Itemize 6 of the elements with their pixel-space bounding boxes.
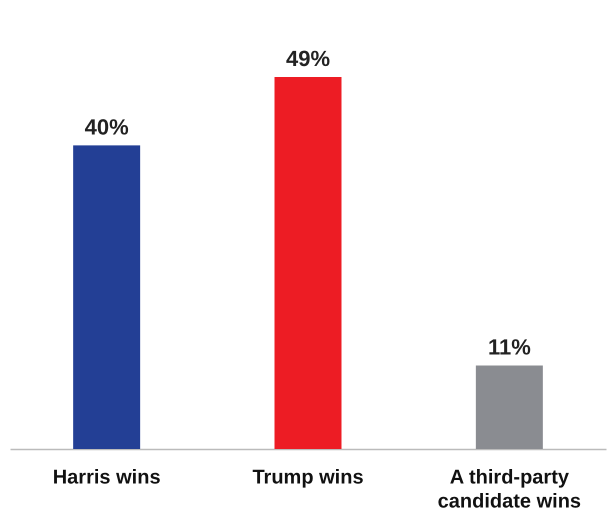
x-tick-label: Trump wins [252, 466, 364, 488]
x-tick-label: A third-party candidate wins [438, 466, 582, 511]
data-label: 11% [488, 334, 531, 360]
x-tick-label: Harris wins [52, 466, 161, 488]
data-label: 49% [286, 46, 330, 71]
data-label: 40% [84, 114, 129, 140]
